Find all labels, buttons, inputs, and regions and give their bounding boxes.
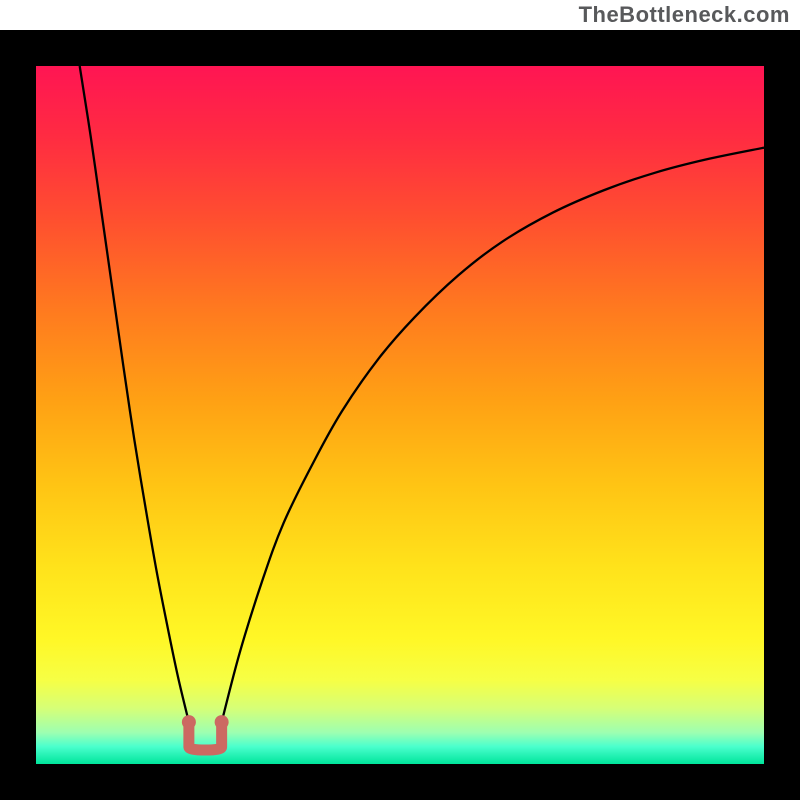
watermark-text: TheBottleneck.com xyxy=(579,2,790,28)
left-endpoint-dot xyxy=(182,715,196,729)
gradient-background xyxy=(36,66,764,764)
bottleneck-chart xyxy=(0,0,800,800)
right-endpoint-dot xyxy=(215,715,229,729)
chart-frame xyxy=(0,30,800,800)
